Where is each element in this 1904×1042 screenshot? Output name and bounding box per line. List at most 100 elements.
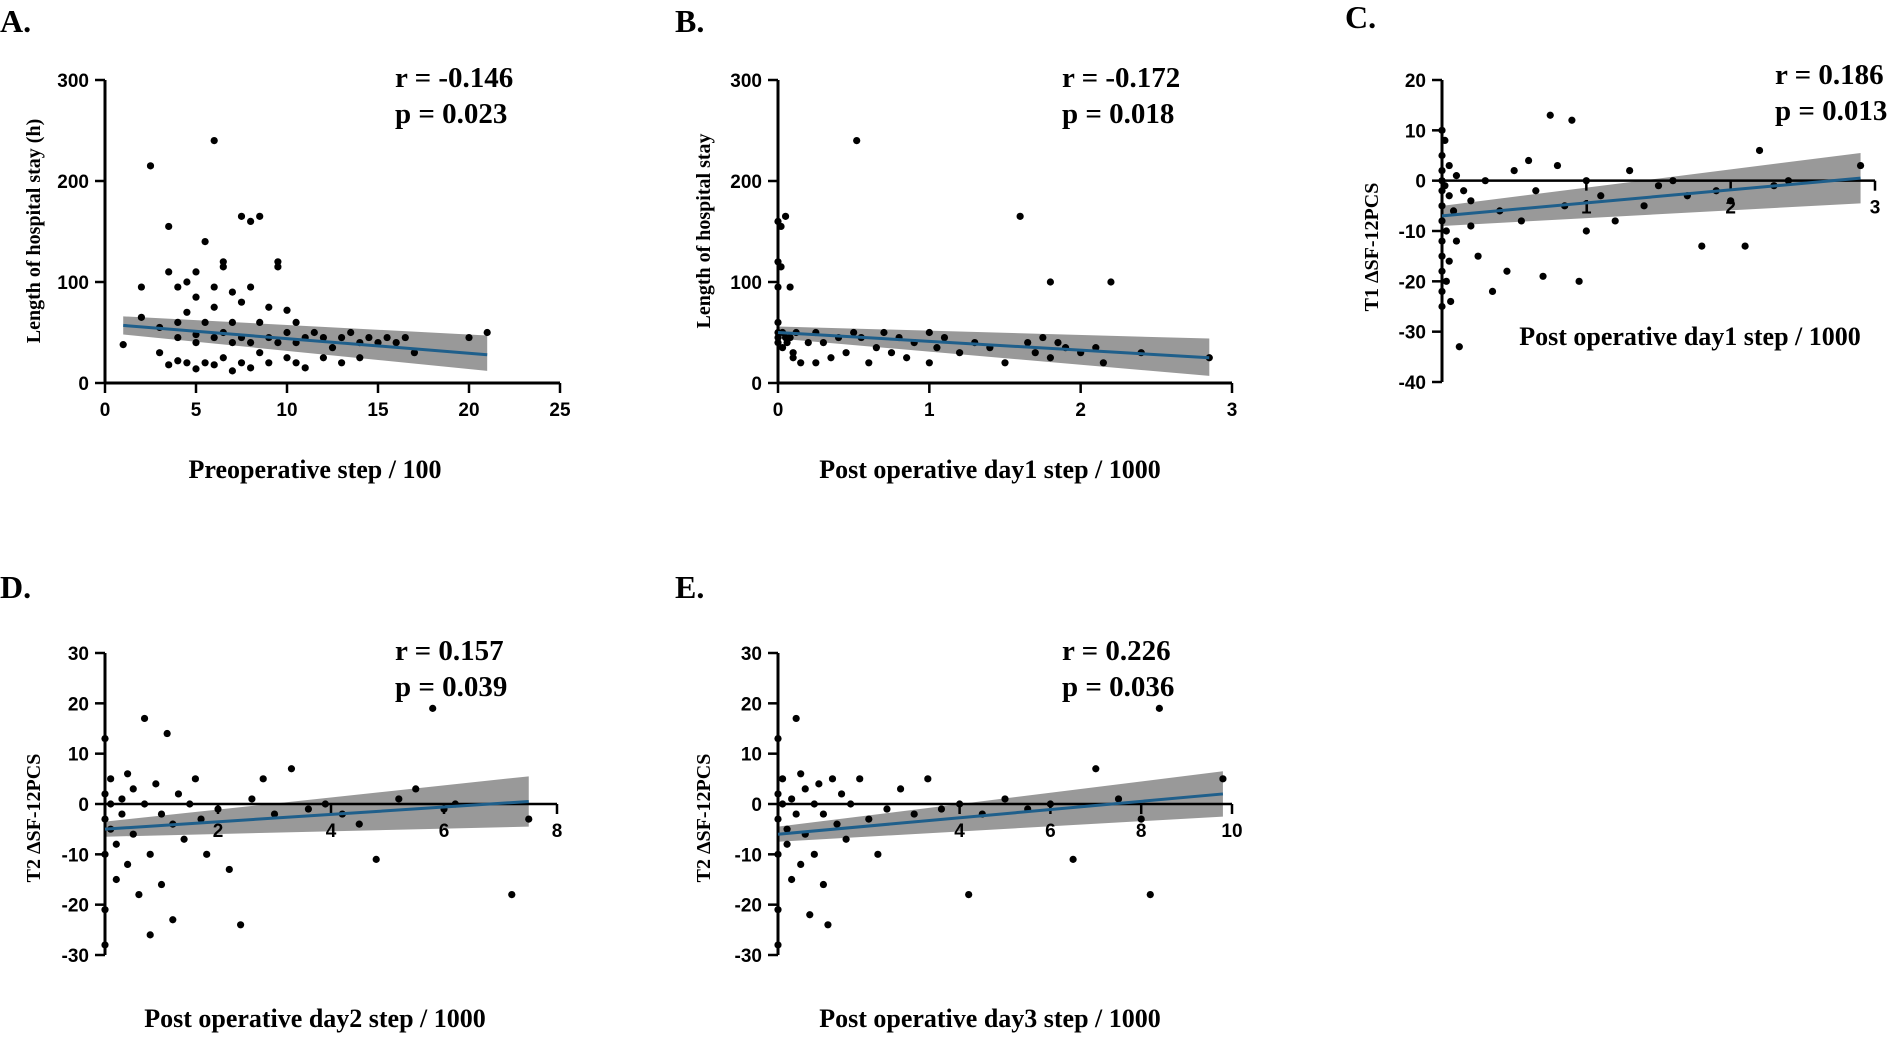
data-point xyxy=(1114,795,1123,803)
y-tick-label: 0 xyxy=(751,795,762,816)
data-point xyxy=(783,840,791,848)
data-point xyxy=(183,278,191,286)
data-point xyxy=(247,339,255,347)
data-point xyxy=(146,850,154,858)
data-point xyxy=(107,800,115,808)
data-point xyxy=(1155,704,1163,712)
data-point xyxy=(101,906,109,914)
data-point xyxy=(525,815,533,823)
data-point xyxy=(197,815,205,823)
data-point xyxy=(1449,207,1458,215)
panel-letter: B. xyxy=(675,3,704,39)
data-point xyxy=(896,785,905,793)
data-point xyxy=(169,916,177,924)
x-tick-label: 8 xyxy=(552,821,563,842)
data-point xyxy=(1654,182,1663,190)
data-point xyxy=(412,785,420,793)
data-point xyxy=(781,212,790,220)
data-point xyxy=(833,820,841,828)
data-point xyxy=(1001,795,1009,803)
data-point xyxy=(1455,343,1463,351)
data-point xyxy=(237,359,246,367)
regression-line xyxy=(777,331,1210,360)
data-point xyxy=(256,349,264,357)
y-tick-label: 100 xyxy=(730,273,762,294)
data-point xyxy=(101,941,109,949)
data-point xyxy=(219,263,227,271)
x-tick-label: 6 xyxy=(1045,821,1056,842)
data-point xyxy=(292,318,300,326)
y-axis-label: Length of hospital stay (h) xyxy=(23,119,45,343)
data-point xyxy=(956,800,964,808)
data-point xyxy=(815,780,823,788)
data-point xyxy=(812,359,820,367)
x-axis-label: Preoperative step / 100 xyxy=(189,455,442,484)
data-point xyxy=(783,825,791,833)
y-tick-label: 200 xyxy=(57,172,89,193)
y-tick-label: 300 xyxy=(57,71,89,92)
x-axis-label: Post operative day1 step / 1000 xyxy=(819,455,1161,484)
data-point xyxy=(410,349,418,357)
data-point xyxy=(163,729,171,738)
y-axis-label: T2 ΔSF-12PCS xyxy=(23,754,45,883)
data-point xyxy=(1438,217,1446,225)
data-point xyxy=(887,349,896,357)
data-point xyxy=(210,303,218,311)
data-point xyxy=(210,283,218,291)
data-point xyxy=(1546,111,1554,119)
data-point xyxy=(1575,277,1583,285)
data-point xyxy=(137,313,145,321)
data-point xyxy=(321,800,329,808)
r-value: r = -0.146 xyxy=(395,62,513,94)
data-point xyxy=(304,805,312,813)
data-point xyxy=(137,283,145,291)
data-point xyxy=(165,268,173,276)
r-value: r = 0.186 xyxy=(1775,59,1884,91)
data-point xyxy=(865,815,873,823)
data-point xyxy=(1532,187,1540,195)
data-point xyxy=(146,162,155,170)
data-point xyxy=(124,860,132,869)
x-tick-label: 4 xyxy=(326,821,337,842)
data-point xyxy=(165,222,173,231)
data-point xyxy=(395,795,403,803)
data-point xyxy=(186,800,194,808)
data-point xyxy=(356,354,364,362)
y-tick-label: 10 xyxy=(741,745,762,766)
data-point xyxy=(1727,197,1735,205)
data-point xyxy=(1046,278,1054,286)
data-point xyxy=(774,333,782,342)
confidence-band xyxy=(1442,152,1861,226)
x-tick-label: 10 xyxy=(1221,821,1242,842)
data-point xyxy=(1525,156,1533,165)
panel-b: B. 0 100 200 300 0 1 2 3 r = -0.172 p = 0.018 Lengt… xyxy=(675,3,1237,484)
data-point xyxy=(365,333,373,342)
data-point xyxy=(203,850,211,858)
y-tick-label: 30 xyxy=(741,644,762,665)
r-value: r = 0.157 xyxy=(395,635,504,667)
data-point xyxy=(383,333,391,342)
data-point xyxy=(201,318,209,326)
data-point xyxy=(1510,167,1518,175)
data-point xyxy=(1488,287,1497,295)
data-point xyxy=(774,339,782,347)
data-point xyxy=(819,880,828,889)
data-point xyxy=(301,364,309,372)
p-value: p = 0.039 xyxy=(395,671,507,703)
data-point xyxy=(157,810,166,818)
y-tick-label: 10 xyxy=(68,745,89,766)
data-point xyxy=(1784,177,1792,185)
data-point xyxy=(210,137,218,145)
data-point xyxy=(937,805,946,813)
data-point xyxy=(1698,242,1706,250)
data-point xyxy=(225,865,233,874)
data-point xyxy=(1438,167,1446,175)
data-point xyxy=(1099,359,1107,367)
confidence-band xyxy=(778,326,1210,376)
data-point xyxy=(1755,146,1764,155)
data-point xyxy=(792,714,800,723)
data-point xyxy=(1467,222,1475,230)
panel-letter: D. xyxy=(0,569,31,605)
data-point xyxy=(256,212,264,220)
y-tick-label: 0 xyxy=(751,374,762,395)
